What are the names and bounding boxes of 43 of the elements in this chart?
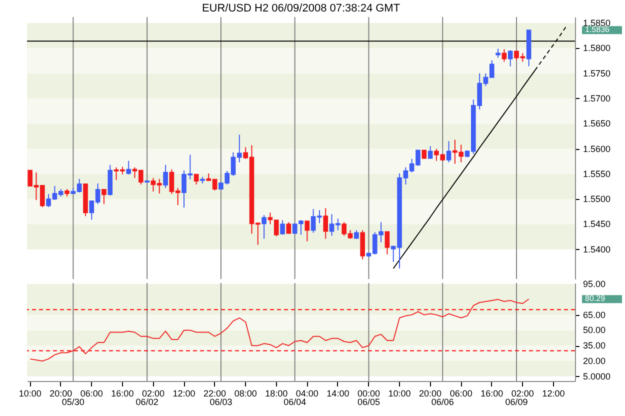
x-tick-label: 06/02 bbox=[136, 397, 158, 407]
y-tick-label: 1.5550 bbox=[583, 168, 611, 179]
x-tick-label: 10:00 bbox=[388, 388, 411, 398]
x-tick-label: 14:00 bbox=[326, 388, 350, 398]
x-tick-label: 08:00 bbox=[234, 388, 257, 398]
x-tick-label: 16:00 bbox=[480, 388, 504, 398]
x-tick-label: 06:00 bbox=[450, 388, 472, 398]
y-tick-label: 1.5800 bbox=[583, 43, 611, 54]
ref-line-label: 06/05 bbox=[357, 397, 380, 407]
x-tick-label: 16:00 bbox=[111, 388, 134, 398]
y-tick-label: 1.5650 bbox=[583, 118, 611, 129]
y-tick-label: 50.00 bbox=[583, 325, 606, 336]
x-tick-label: 06/06 bbox=[431, 397, 454, 407]
y-tick-label: 65.00 bbox=[583, 310, 606, 320]
y-tick-label: 95.00 bbox=[583, 279, 606, 290]
y-tick-label: 1.5700 bbox=[583, 93, 611, 104]
x-tick-label: 02:00 bbox=[142, 388, 164, 398]
y-tick-label: 1.5500 bbox=[583, 194, 611, 204]
x-tick-label: 06/04 bbox=[284, 397, 306, 407]
x-tick-label: 10:00 bbox=[18, 388, 42, 398]
x-tick-label: 00:00 bbox=[357, 388, 380, 398]
x-tick-label: 06:00 bbox=[80, 388, 103, 398]
x-tick-label: 06/09 bbox=[505, 397, 528, 407]
text: 80.29 bbox=[585, 294, 606, 304]
text: 1.5836 bbox=[585, 25, 610, 34]
x-tick-label: 12:00 bbox=[542, 388, 565, 398]
x-tick-label: 20:00 bbox=[50, 388, 72, 398]
x-tick-label: 22:00 bbox=[204, 388, 226, 398]
chart-title: EUR/USD H2 06/09/2008 07:38:24 GMT bbox=[202, 2, 400, 14]
y-tick-label: 1.5750 bbox=[583, 68, 611, 78]
x-tick-label: 20:00 bbox=[419, 388, 442, 398]
y-tick-label: 20.00 bbox=[583, 356, 606, 366]
x-tick-label: 12:00 bbox=[172, 388, 196, 398]
y-tick-label: 1.5600 bbox=[583, 144, 611, 154]
x-tick-label: 05/30 bbox=[62, 397, 84, 407]
y-tick-label: 1.5450 bbox=[583, 219, 611, 230]
x-tick-label: 06/03 bbox=[210, 397, 232, 407]
y-tick-label: 1.5400 bbox=[583, 244, 611, 254]
x-tick-label: 04:00 bbox=[296, 388, 318, 398]
y-tick-label: 35.00 bbox=[583, 340, 606, 351]
y-tick-label: 5.0000 bbox=[583, 371, 611, 382]
x-tick-label: 02:00 bbox=[511, 388, 534, 398]
x-tick-label: 18:00 bbox=[265, 388, 288, 398]
